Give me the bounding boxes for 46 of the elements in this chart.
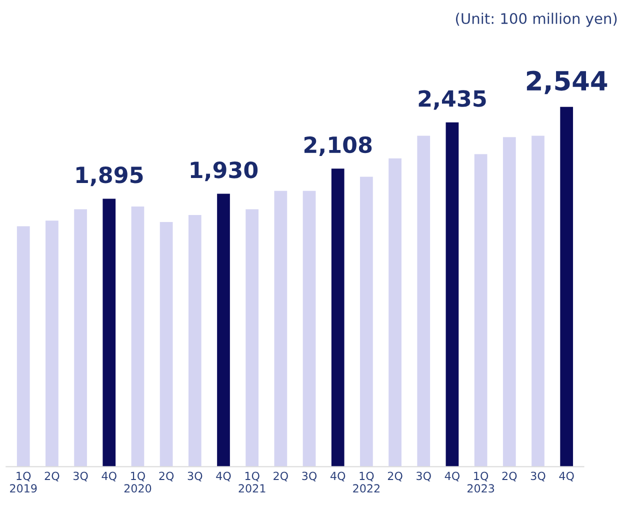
x-tick-label: 3Q	[188, 472, 202, 482]
bar	[246, 209, 259, 467]
x-tick-label: 4Q	[444, 472, 460, 482]
bar	[360, 176, 373, 467]
x-tick-label: 4Q	[102, 472, 116, 482]
bar	[417, 136, 430, 467]
x-tick-label: 1Q 2022	[353, 472, 380, 493]
text: (Unit: 100 million yen)	[456, 12, 617, 27]
bar	[131, 206, 144, 467]
bar	[502, 137, 516, 467]
x-tick-label: 1Q 2021	[238, 472, 266, 493]
bar	[560, 106, 574, 467]
x-tick-label: 2Q	[159, 472, 174, 482]
data-label: 1,930	[190, 162, 258, 182]
bar	[46, 220, 58, 467]
bar	[102, 198, 116, 467]
x-tick-label: 2Q	[502, 472, 517, 482]
bar	[532, 136, 544, 467]
bar	[388, 158, 402, 467]
bar	[160, 222, 173, 467]
bar	[16, 226, 30, 467]
data-label: 2,544	[526, 70, 608, 94]
bar	[302, 190, 316, 467]
bar	[217, 194, 230, 467]
data-label: 1,895	[76, 166, 143, 186]
bar	[474, 154, 488, 467]
data-label: 2,435	[418, 90, 486, 110]
x-tick-label: 1Q 2023	[467, 472, 494, 493]
bar	[74, 209, 87, 467]
x-tick-label: 2Q	[274, 472, 288, 482]
bar	[274, 190, 288, 467]
bar	[188, 214, 202, 467]
x-tick-label: 3Q	[530, 472, 546, 482]
x-tick-label: 4Q	[330, 472, 346, 482]
bar	[331, 168, 344, 467]
x-tick-label: 2Q	[44, 472, 60, 482]
bar	[446, 122, 459, 467]
x-tick-label: 4Q	[216, 472, 231, 482]
x-tick-label: 3Q	[302, 472, 317, 482]
x-tick-label: 1Q 2019	[10, 472, 37, 493]
x-tick-label: 3Q	[73, 472, 88, 482]
data-label: 2,108	[304, 136, 372, 156]
x-tick-label: 3Q	[416, 472, 431, 482]
x-tick-label: 1Q 2020	[124, 472, 152, 493]
x-tick-label: 2Q	[388, 472, 402, 482]
x-tick-label: 4Q	[559, 472, 574, 482]
